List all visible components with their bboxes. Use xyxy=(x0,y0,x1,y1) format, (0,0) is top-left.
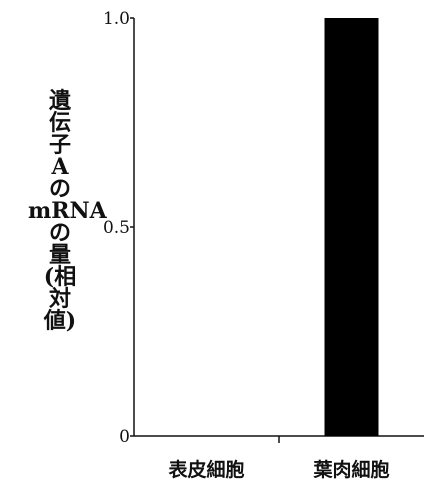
y-axis-label: 遺伝子 A の mRNA の量 (相対値) xyxy=(28,88,107,334)
y-axis-label-line: の xyxy=(48,220,71,246)
y-axis-label-line: 量 xyxy=(48,242,71,268)
y-axis-label-line: mRNA xyxy=(28,198,107,224)
y-axis-label-line: (相 xyxy=(43,264,77,290)
y-axis-label-line: の xyxy=(48,176,71,202)
y-tick-label: 0 xyxy=(119,427,130,447)
bars xyxy=(324,18,379,436)
y-tick-label: 0.5 xyxy=(103,218,130,238)
y-tick-label: 1.0 xyxy=(103,9,130,29)
axes xyxy=(130,17,424,443)
bar-2 xyxy=(324,18,379,436)
x-tick-label: 葉肉細胞 xyxy=(312,458,389,481)
y-axis-label-line: 伝 xyxy=(48,110,71,136)
y-axis-label-line: 遺 xyxy=(48,88,71,114)
y-axis-label-line: 対 xyxy=(48,286,71,312)
x-tick-label: 表皮細胞 xyxy=(168,458,244,481)
y-axis-label-line: 子 xyxy=(48,132,71,158)
y-axis-label-line: 値) xyxy=(43,308,77,334)
y-axis-label-line: A xyxy=(51,154,69,180)
labels: 0 0.5 1.0 表皮細胞 葉肉細胞 xyxy=(103,9,390,481)
